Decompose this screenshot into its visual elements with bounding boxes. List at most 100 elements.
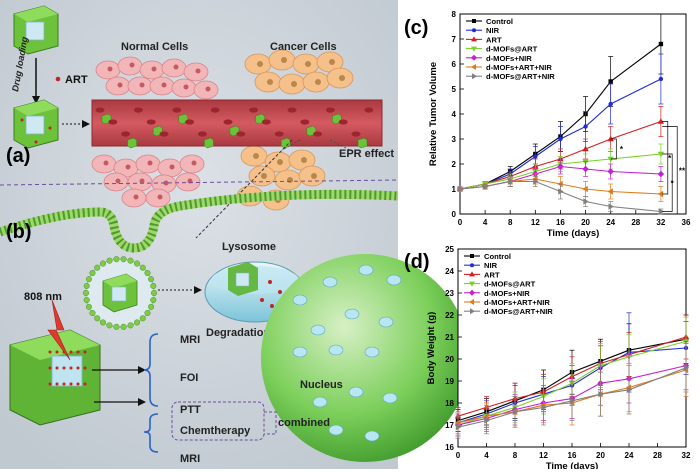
c-data-point (533, 178, 539, 185)
c-legend-marker (471, 54, 477, 61)
c-data-point (607, 188, 613, 195)
d-data-point (512, 408, 519, 415)
epr-effect-label: EPR effect (339, 148, 394, 160)
c-legend-marker (472, 28, 476, 33)
c-significance-bracket (662, 153, 673, 212)
d-data-point (541, 404, 547, 411)
nuclear-pore (364, 430, 380, 442)
c-data-point (658, 76, 664, 82)
red-blood-cell (364, 107, 374, 113)
c-legend-marker (471, 64, 476, 70)
c-series-6 (457, 176, 665, 215)
d-y-tick-label: 18 (445, 399, 454, 408)
d-series-line (457, 367, 687, 428)
nuclear-pore (328, 424, 344, 436)
c-data-point (608, 101, 613, 107)
endosome (82, 256, 157, 330)
d-x-tick-label: 0 (456, 451, 461, 460)
nuclear-pore (348, 386, 364, 398)
d-legend-marker (469, 271, 475, 277)
c-x-tick-label: 24 (606, 218, 615, 227)
nuclear-pore (292, 346, 308, 358)
mof-particle (204, 137, 214, 149)
d-legend-entry: d-MOFs+ART+NIR (484, 298, 550, 307)
c-data-point (582, 185, 588, 193)
c-significance-label: ** (679, 166, 686, 175)
art-dot (55, 76, 61, 82)
c-y-tick-label: 1 (452, 185, 457, 194)
c-y-tick-label: 7 (452, 35, 457, 44)
modality-foi: FOI (180, 372, 198, 384)
d-x-tick-label: 4 (484, 451, 489, 460)
d-x-tick-label: 8 (513, 451, 518, 460)
d-data-point (484, 417, 490, 424)
mof-cube-large (9, 329, 101, 426)
c-legend-marker (471, 36, 477, 42)
d-series-line (457, 365, 687, 426)
c-y-tick-label: 4 (452, 110, 457, 119)
c-significance-bracket (662, 126, 678, 215)
c-y-tick-label: 0 (452, 210, 457, 219)
c-data-point (657, 170, 665, 178)
modality-chemotherapy: Chemtherapy (180, 425, 251, 437)
c-x-tick-label: 16 (556, 218, 565, 227)
body-weight-chart: 0 4 8 12 16 20 24 28 32 16 17 18 19 20 21 22 23 24 25 Time … (426, 245, 691, 472)
mof-particle (357, 137, 368, 149)
c-series-line (459, 153, 661, 190)
d-series-line (457, 336, 687, 417)
c-legend-marker (472, 73, 477, 80)
c-y-tick-label: 8 (452, 10, 457, 19)
nuclear-pore (310, 324, 326, 336)
c-significance-label: * (620, 145, 624, 154)
c-x-tick-label: 32 (656, 218, 665, 227)
c-data-point (558, 188, 564, 195)
modality-brace-bottom (143, 413, 159, 453)
red-blood-cell (236, 131, 246, 137)
d-legend-marker (469, 299, 474, 305)
red-blood-cell (146, 119, 156, 125)
c-data-point (533, 154, 538, 159)
red-blood-cell (338, 119, 348, 125)
c-x-tick-label: 12 (531, 218, 540, 227)
panel-label-a: (a) (6, 145, 30, 167)
c-data-point (657, 190, 664, 198)
nuclear-pore (386, 274, 402, 286)
c-significance-label: * (668, 154, 672, 163)
normal-cells-label: Normal Cells (121, 41, 188, 53)
c-data-point (482, 183, 489, 190)
c-data-point (657, 118, 665, 124)
nuclear-pore (378, 316, 394, 328)
c-data-point (557, 163, 564, 170)
d-legend-marker (470, 263, 474, 268)
red-blood-cell (133, 107, 143, 113)
c-legend-entry: ART (486, 35, 502, 44)
d-legend-marker (470, 308, 475, 315)
nuclear-pore (358, 264, 374, 276)
red-blood-cell (287, 107, 297, 113)
section-divider (0, 179, 399, 186)
d-series-6 (455, 343, 690, 439)
d-legend-marker (469, 281, 475, 287)
c-legend-marker (471, 46, 477, 52)
c-significance-bracket (662, 121, 669, 195)
blood-vessel (91, 99, 383, 149)
d-legend-entry: d-MOFs+NIR (484, 289, 530, 298)
d-data-point (626, 386, 633, 393)
cancer-cells-cluster (236, 49, 354, 211)
mof-particle (127, 137, 137, 149)
nucleus (261, 254, 469, 462)
panel-label-b: (b) (6, 221, 32, 243)
d-legend-entry: NIR (484, 261, 498, 270)
modality-brace-top (143, 333, 159, 407)
c-significance-bracket (610, 138, 617, 160)
red-blood-cell (121, 131, 131, 137)
c-x-tick-label: 36 (682, 218, 691, 227)
c-legend: ControlNIRARTd-MOFs@ARTd-MOFs+NIRd-MOFs+… (466, 17, 555, 81)
nucleus-label: Nucleus (300, 379, 343, 391)
red-blood-cell (261, 119, 271, 125)
laser-label: 808 nm (24, 291, 62, 303)
cancer-cells-label: Cancer Cells (270, 41, 337, 53)
d-series-line (457, 338, 687, 422)
c-x-tick-label: 28 (631, 218, 640, 227)
c-y-tick-label: 3 (452, 135, 457, 144)
